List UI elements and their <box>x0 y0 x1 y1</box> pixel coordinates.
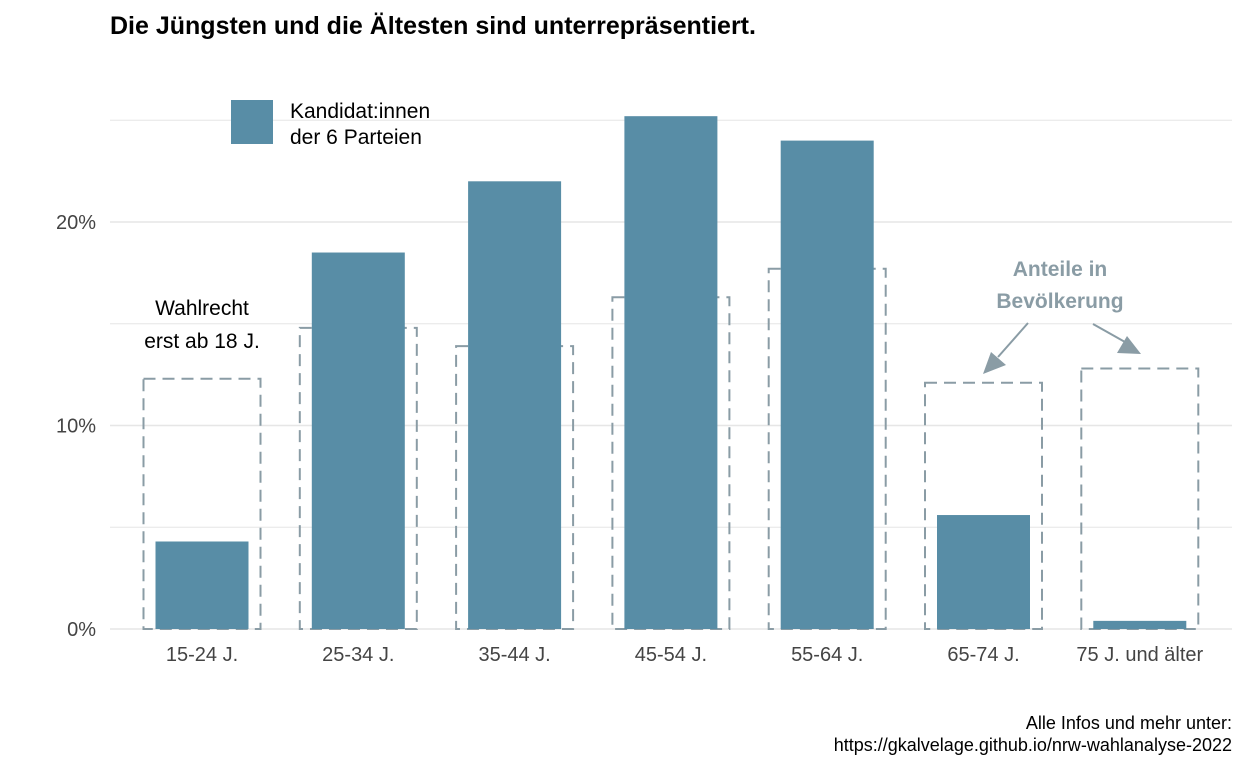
x-tick-label: 15-24 J. <box>166 644 238 666</box>
population-label: Bevölkerung <box>996 290 1123 313</box>
legend-label: der 6 Parteien <box>290 126 422 149</box>
x-axis-ticks: 15-24 J. 25-34 J. 35-44 J. 45-54 J. 55-64 J.… <box>166 644 1204 666</box>
chart-area: 0% 10% 20% 15-24 J. 25-34 J. 35-44 J. 45-54 J… <box>56 100 1232 666</box>
voting-note: erst ab 18 J. <box>144 330 260 353</box>
candidate-bar <box>1093 620 1187 629</box>
candidate-bar <box>780 140 874 629</box>
x-tick-label: 55-64 J. <box>791 644 863 666</box>
candidate-bar <box>937 515 1030 629</box>
x-tick-label: 75 J. und älter <box>1076 644 1203 666</box>
y-tick-label: 20% <box>56 212 96 234</box>
arrow-head <box>983 352 1006 374</box>
candidate-bar <box>468 181 562 630</box>
population-label: Anteile in <box>1013 258 1108 281</box>
arrow-line <box>997 322 1029 358</box>
y-tick-label: 0% <box>67 619 96 641</box>
x-tick-label: 65-74 J. <box>947 644 1019 666</box>
legend: Kandidat:innen der 6 Parteien <box>231 100 430 149</box>
caption: Alle Infos und mehr unter: https://gkalv… <box>834 712 1232 756</box>
candidate-bar <box>155 541 249 629</box>
candidate-bar <box>624 116 718 630</box>
caption-line-1: Alle Infos und mehr unter: <box>1025 713 1232 733</box>
candidate-bar <box>311 252 405 629</box>
caption-line-2: https://gkalvelage.github.io/nrw-wahlana… <box>833 735 1232 755</box>
voting-note: Wahlrecht <box>155 297 249 320</box>
candidate-bars <box>155 116 1187 630</box>
y-axis-ticks: 0% 10% 20% <box>56 212 96 641</box>
x-tick-label: 35-44 J. <box>478 644 550 666</box>
legend-label: Kandidat:innen <box>290 100 430 123</box>
chart-title: Die Jüngsten und die Ältesten sind unter… <box>110 12 756 40</box>
y-tick-label: 10% <box>56 416 96 438</box>
population-bar <box>1080 367 1200 630</box>
legend-swatch <box>231 100 273 144</box>
arrow-line <box>1092 323 1126 343</box>
x-tick-label: 25-34 J. <box>322 644 394 666</box>
annotations: Wahlrecht erst ab 18 J. Anteile in Bevölker… <box>144 258 1141 374</box>
arrow-head <box>1117 336 1141 354</box>
x-tick-label: 45-54 J. <box>635 644 707 666</box>
